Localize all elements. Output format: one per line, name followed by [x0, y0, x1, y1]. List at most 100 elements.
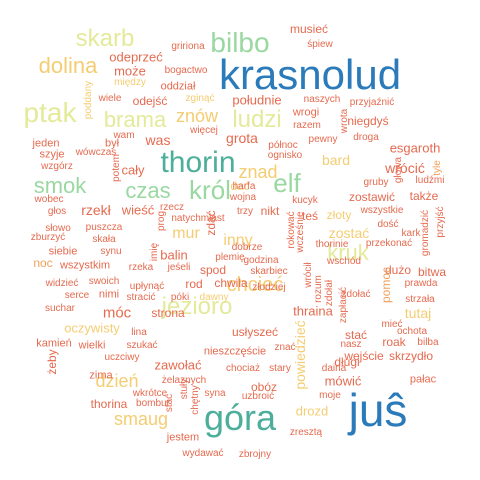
word-szukac: szukać [126, 340, 158, 351]
word-plemie: plemię [215, 252, 245, 263]
word-miec: mieć [381, 319, 403, 330]
word-wszystkim: wszystkim [59, 259, 111, 272]
word-oboz: obóz [250, 380, 278, 394]
word-noc: noc [33, 256, 53, 270]
word-elf: elf [273, 168, 301, 198]
word-syna: syna [204, 388, 226, 399]
word-thorina: thorina [90, 397, 128, 411]
word-spiew: śpiew [307, 39, 333, 50]
word-tyle: tyle [432, 160, 443, 176]
word-wczesnie: wcześnie [295, 211, 306, 253]
word-synu: synu [100, 246, 122, 257]
word-znad: znad [238, 162, 278, 182]
word-wam: wam [113, 130, 135, 141]
word-szyje: szyje [39, 148, 65, 161]
word-caly: cały [121, 162, 145, 178]
word-wowczas: wówczas [75, 147, 117, 158]
word-zginac: zginąć [185, 93, 215, 104]
word-powiedziec: powiedzieć [292, 320, 308, 390]
word-znow: znów [175, 106, 219, 126]
word-chociaz: chociaż [226, 363, 260, 374]
word-mowic: mówić [324, 373, 362, 389]
word-poki: póki [170, 292, 190, 303]
word-stary: stary [269, 363, 291, 374]
word-nikt: nikt [260, 204, 280, 218]
word-zreszta: zresztą [289, 427, 323, 438]
word-gruby: gruby [363, 177, 389, 188]
word-nimi: nimi [98, 288, 120, 301]
word-wrocic: wrócić [385, 160, 425, 176]
word-ochota: ochota [396, 326, 428, 337]
word-ptak: ptak [23, 97, 77, 128]
word-tutaj: tutaj [404, 305, 432, 321]
word-thorinie: thorinie [315, 239, 349, 250]
word-nieszczescie: nieszczęście [203, 345, 267, 358]
word-oddzial: oddział [160, 80, 196, 93]
word-grota: grota [226, 130, 258, 146]
word-uslyszec: usłyszeć [231, 325, 279, 339]
word-glos: głos [47, 206, 67, 217]
word-rzekl: rzekł [81, 202, 111, 218]
word-skarbiec: skarbiec [250, 266, 288, 277]
word-stuly: stuły [179, 378, 190, 400]
word-dobrze: dobrze [231, 242, 263, 253]
word-inny: inny [223, 232, 253, 249]
word-czas: czas [125, 178, 171, 203]
word-byl: był [104, 137, 120, 150]
word-znac: znać [274, 342, 296, 353]
word-poddany: poddany [83, 80, 94, 120]
word-was: was [145, 132, 171, 148]
word-miedzy: między [114, 77, 146, 88]
word-lina: lina [131, 327, 147, 338]
word-zdolal: zdołał [324, 279, 335, 307]
word-zbrojny: zbrojny [238, 449, 272, 460]
word-takze: także [409, 189, 439, 203]
word-trzy: trzy [236, 206, 254, 217]
word-esgaroth: esgaroth [389, 140, 441, 156]
word-gririona: gririona [171, 41, 205, 52]
word-zburzyc: zburzyć [30, 232, 66, 243]
word-widziec: widzieć [45, 278, 79, 289]
word-dzien: dzień [95, 371, 139, 391]
word-poludnie: południe [232, 92, 282, 108]
word-wiecej: więcej [190, 125, 218, 136]
word-rozum: rozum [313, 275, 324, 303]
word-jeden: jeden [32, 137, 60, 150]
word-tes: teś [301, 209, 319, 223]
word-dlugi: długi [334, 355, 360, 369]
word-siebie: siebie [48, 245, 78, 258]
word-odeprzec: odeprzeć [109, 49, 163, 65]
word-zostac: zostać [328, 225, 370, 241]
word-dosc: dość [377, 219, 399, 230]
word-pomoc: pomoc [379, 266, 393, 304]
word-chwila: chwila [214, 276, 248, 290]
word-zdac: zdać [204, 210, 218, 236]
word-natychmiast: natychmiast [171, 213, 225, 224]
word-krol: król [189, 175, 231, 205]
word-kucyk: kucyk [292, 195, 318, 206]
word-zelaznych: żelaznych [161, 375, 207, 386]
word-musiec: musieć [289, 22, 329, 36]
word-bard: bard [321, 152, 351, 168]
word-uplynac: upłynąć [129, 281, 165, 292]
word-thraina: thraina [293, 303, 333, 319]
word-przekonac: przekonać [365, 238, 413, 249]
word-skrzydlo: skrzydło [388, 349, 434, 363]
word-zaplacic: zapłacić [338, 286, 349, 324]
word-prawda: prawda [404, 278, 438, 289]
word-zloty: złoty [326, 208, 352, 222]
word-rzecz: rzecz [160, 202, 184, 213]
word-strzala: strzała [405, 294, 435, 305]
word-kamien: kamień [36, 337, 72, 350]
word-imie: imię [149, 242, 160, 262]
word-wszystkie: wszystkie [360, 205, 404, 216]
word-smok: smok [33, 173, 87, 198]
word-duzo: dużo [384, 263, 412, 277]
word-zlodziej: złodziej [252, 282, 286, 293]
word-przyjsc: przyjść [435, 206, 446, 238]
word-brama: brama [103, 107, 167, 132]
word-wobec: wobec [34, 194, 64, 205]
word-zima: zima [89, 369, 113, 382]
word-odejsc: odejść [132, 94, 168, 108]
